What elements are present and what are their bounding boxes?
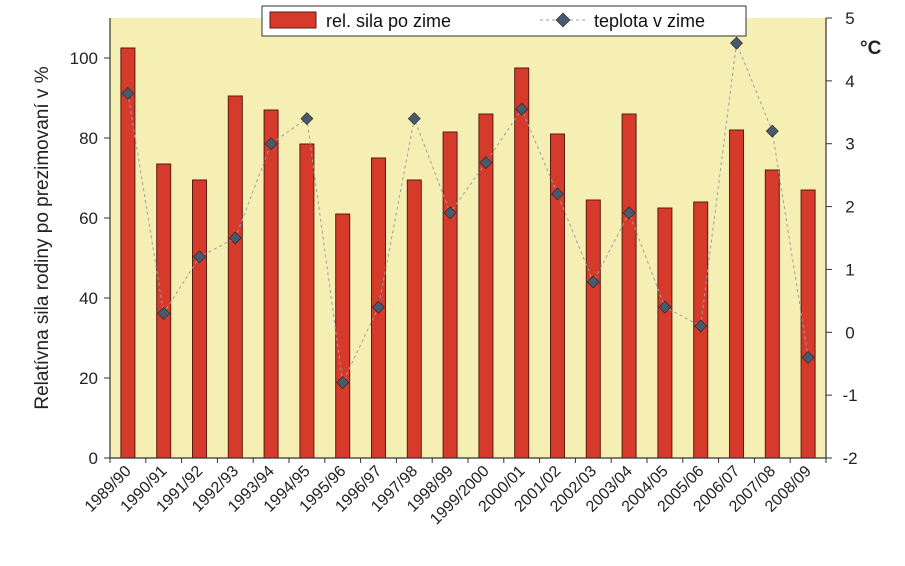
right-tick-label: 1 (845, 260, 854, 279)
temperature-line (127, 41, 809, 385)
legend-diamond-marker (555, 12, 571, 28)
temperature-point-1997/98 (407, 112, 421, 125)
temperature-point-1999/2000 (479, 156, 493, 169)
left-tick-label: 20 (79, 369, 98, 388)
temperature-point-2000/01 (515, 102, 529, 116)
temperature-point-1996/97 (372, 300, 385, 314)
left-axis-ticks: 0 20 40 60 80 100 (70, 49, 110, 468)
left-tick-label: 40 (79, 289, 98, 308)
temperature-point-1993/94 (264, 137, 278, 151)
temperature-point-1994/95 (300, 112, 314, 125)
left-tick-label: 100 (70, 49, 98, 68)
bar-1989/90 (120, 47, 136, 459)
temperature-point-1991/92 (193, 250, 206, 264)
bar-2002/03 (585, 199, 601, 459)
bar-2000/01 (514, 67, 530, 459)
left-tick-label: 0 (89, 449, 98, 468)
temperature-point-1989/90 (121, 87, 135, 100)
legend-box (261, 5, 747, 37)
temperature-point-2003/04 (622, 206, 636, 220)
temperature-point-1998/99 (443, 206, 457, 220)
temperature-point-1992/93 (228, 231, 242, 245)
temperature-point-2005/06 (694, 319, 708, 333)
temperature-point-2001/02 (551, 187, 564, 201)
temperature-series (121, 36, 815, 389)
y-axis-title: Relatívna sila rodiny po prezimovaní v % (32, 66, 53, 409)
category-ticks: 1989/901990/911991/921992/931993/941994/… (82, 458, 827, 528)
y2-axis-title: °C (860, 38, 882, 59)
bar-2003/04 (621, 113, 637, 459)
right-tick-label: 3 (845, 135, 854, 154)
bar-1994/95 (299, 143, 315, 459)
bar-2006/07 (729, 129, 744, 459)
bar-1993/94 (263, 109, 279, 459)
right-tick-label: 4 (845, 72, 854, 91)
bar-2007/08 (764, 169, 780, 459)
bar-1995/96 (335, 213, 351, 459)
plot-background (110, 18, 826, 458)
right-axis-ticks: -2 -1 0 1 2 3 4 5 (826, 9, 858, 468)
bar-series (120, 47, 816, 459)
temperature-point-2007/08 (765, 124, 779, 138)
legend-bar-label: rel. sila po zime (326, 11, 451, 31)
legend-bar-swatch (269, 11, 317, 29)
temperature-point-2006/07 (730, 36, 743, 50)
temperature-point-2002/03 (586, 275, 600, 289)
right-tick-label: 2 (845, 198, 854, 217)
bar-1998/99 (442, 131, 458, 459)
temperature-point-1990/91 (157, 307, 171, 320)
bar-1992/93 (227, 95, 243, 459)
right-tick-label: 0 (845, 323, 854, 342)
temperature-point-2004/05 (658, 300, 672, 314)
bar-1997/98 (406, 179, 422, 459)
bar-2001/02 (550, 133, 565, 459)
temperature-point-2008/09 (801, 351, 815, 364)
bar-2008/09 (800, 189, 816, 459)
right-tick-label: -1 (842, 386, 857, 405)
left-tick-label: 80 (79, 129, 98, 148)
legend-line-label: teplota v zime (594, 11, 705, 31)
right-tick-label: 5 (845, 9, 854, 28)
legend: rel. sila po zime teplota v zime (261, 5, 747, 37)
temperature-point-1995/96 (336, 376, 350, 389)
left-tick-label: 60 (79, 209, 98, 228)
bar-2004/05 (657, 207, 673, 459)
bar-1991/92 (192, 179, 207, 459)
right-tick-label: -2 (842, 449, 857, 468)
